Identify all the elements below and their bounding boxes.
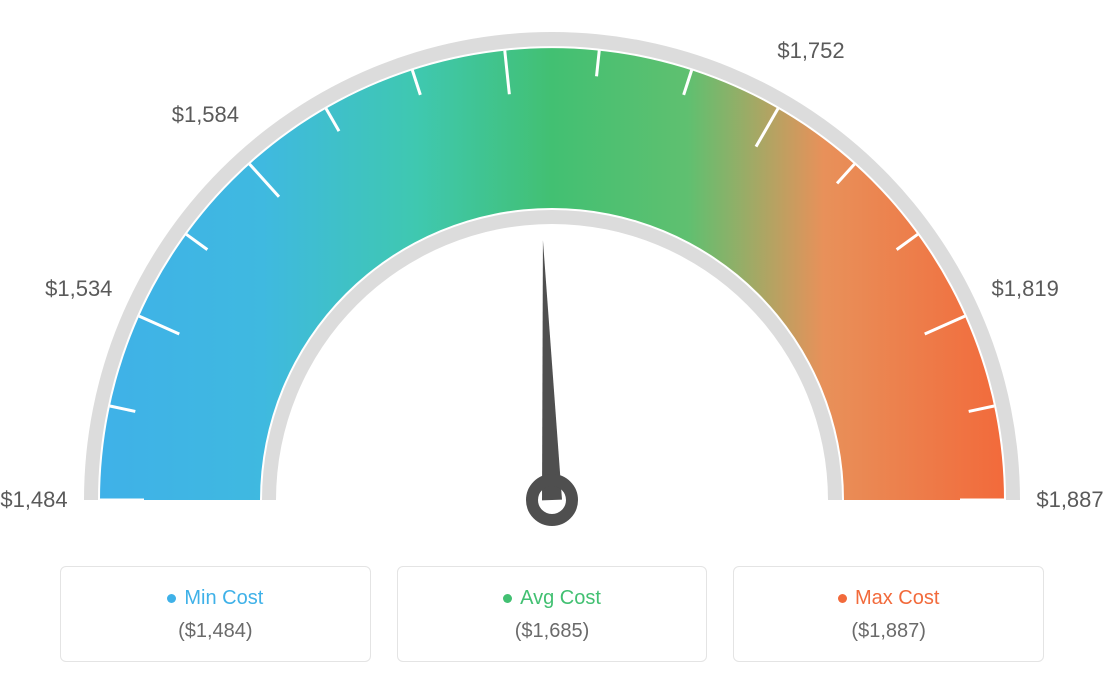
legend-dot-max	[838, 594, 847, 603]
gauge-tick-label: $1,484	[0, 487, 67, 513]
legend-label-max: Max Cost	[855, 587, 939, 610]
gauge-chart: $1,484$1,534$1,584$1,685$1,752$1,819$1,8…	[0, 0, 1104, 560]
gauge-tick-label: $1,819	[992, 276, 1059, 302]
legend-title-max: Max Cost	[838, 587, 939, 610]
gauge-tick-label: $1,534	[45, 276, 112, 302]
gauge-tick-label: $1,752	[777, 38, 844, 64]
legend-card-min: Min Cost ($1,484)	[60, 566, 371, 662]
gauge-tick-label: $1,584	[172, 102, 239, 128]
legend-value-max: ($1,887)	[744, 620, 1033, 643]
gauge-svg	[0, 0, 1104, 560]
gauge-tick-label: $1,887	[1036, 487, 1103, 513]
legend-dot-avg	[503, 594, 512, 603]
legend-label-min: Min Cost	[184, 587, 263, 610]
legend-row: Min Cost ($1,484) Avg Cost ($1,685) Max …	[60, 566, 1044, 662]
legend-card-avg: Avg Cost ($1,685)	[397, 566, 708, 662]
legend-card-max: Max Cost ($1,887)	[733, 566, 1044, 662]
legend-title-avg: Avg Cost	[503, 587, 601, 610]
legend-value-avg: ($1,685)	[408, 620, 697, 643]
legend-label-avg: Avg Cost	[520, 587, 601, 610]
legend-title-min: Min Cost	[167, 587, 263, 610]
legend-dot-min	[167, 594, 176, 603]
legend-value-min: ($1,484)	[71, 620, 360, 643]
